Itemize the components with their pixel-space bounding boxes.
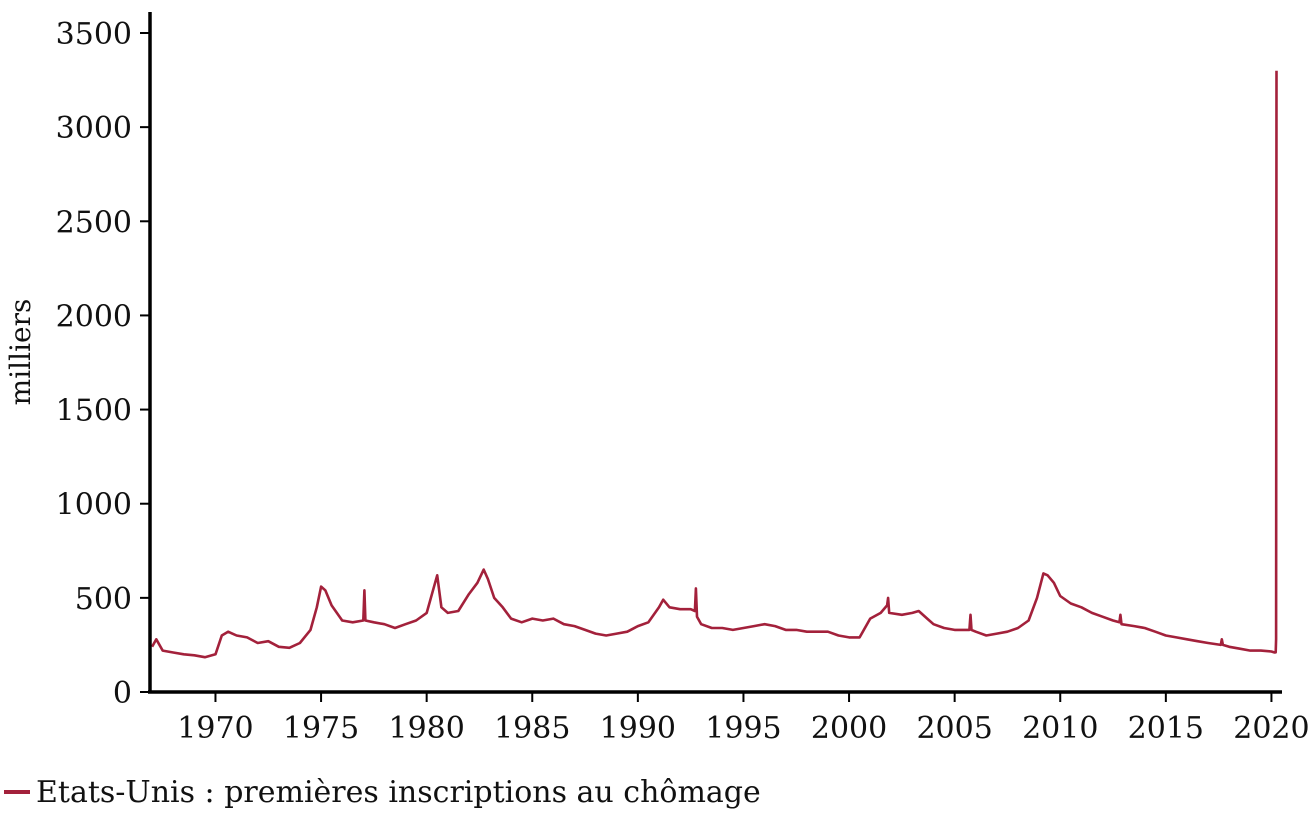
x-tick-label: 1985 xyxy=(494,711,570,746)
x-tick-label: 1970 xyxy=(177,711,253,746)
x-tick-label: 1980 xyxy=(388,711,464,746)
x-tick-label: 1975 xyxy=(283,711,359,746)
x-axis-ticks: 1970 1975 1980 1985 1990 1995 2000 2005 2010 2015… xyxy=(177,692,1310,746)
y-tick-label: 1000 xyxy=(56,488,132,523)
x-tick-label: 2010 xyxy=(1022,711,1098,746)
x-tick-label: 2020 xyxy=(1233,711,1309,746)
x-tick-label: 2005 xyxy=(916,711,992,746)
y-tick-label: 2500 xyxy=(56,205,132,240)
x-tick-label: 2015 xyxy=(1128,711,1204,746)
legend: Etats-Unis : premières inscriptions au c… xyxy=(4,775,761,810)
y-tick-label: 500 xyxy=(75,582,132,617)
x-tick-label: 2000 xyxy=(811,711,887,746)
series-layer xyxy=(150,70,1278,659)
y-tick-label: 2000 xyxy=(56,299,132,334)
y-tick-label: 0 xyxy=(113,676,132,711)
y-axis-ticks: 0 500 1000 1500 2000 2500 3000 3500 xyxy=(56,17,150,711)
x-tick-label: 1990 xyxy=(600,711,676,746)
y-tick-label: 3500 xyxy=(56,17,132,52)
series-line xyxy=(150,70,1278,659)
y-tick-label: 3000 xyxy=(56,111,132,146)
x-tick-label: 1995 xyxy=(705,711,781,746)
y-tick-label: 1500 xyxy=(56,394,132,429)
y-axis-title: milliers xyxy=(4,299,37,406)
legend-label: Etats-Unis : premières inscriptions au c… xyxy=(36,775,761,810)
